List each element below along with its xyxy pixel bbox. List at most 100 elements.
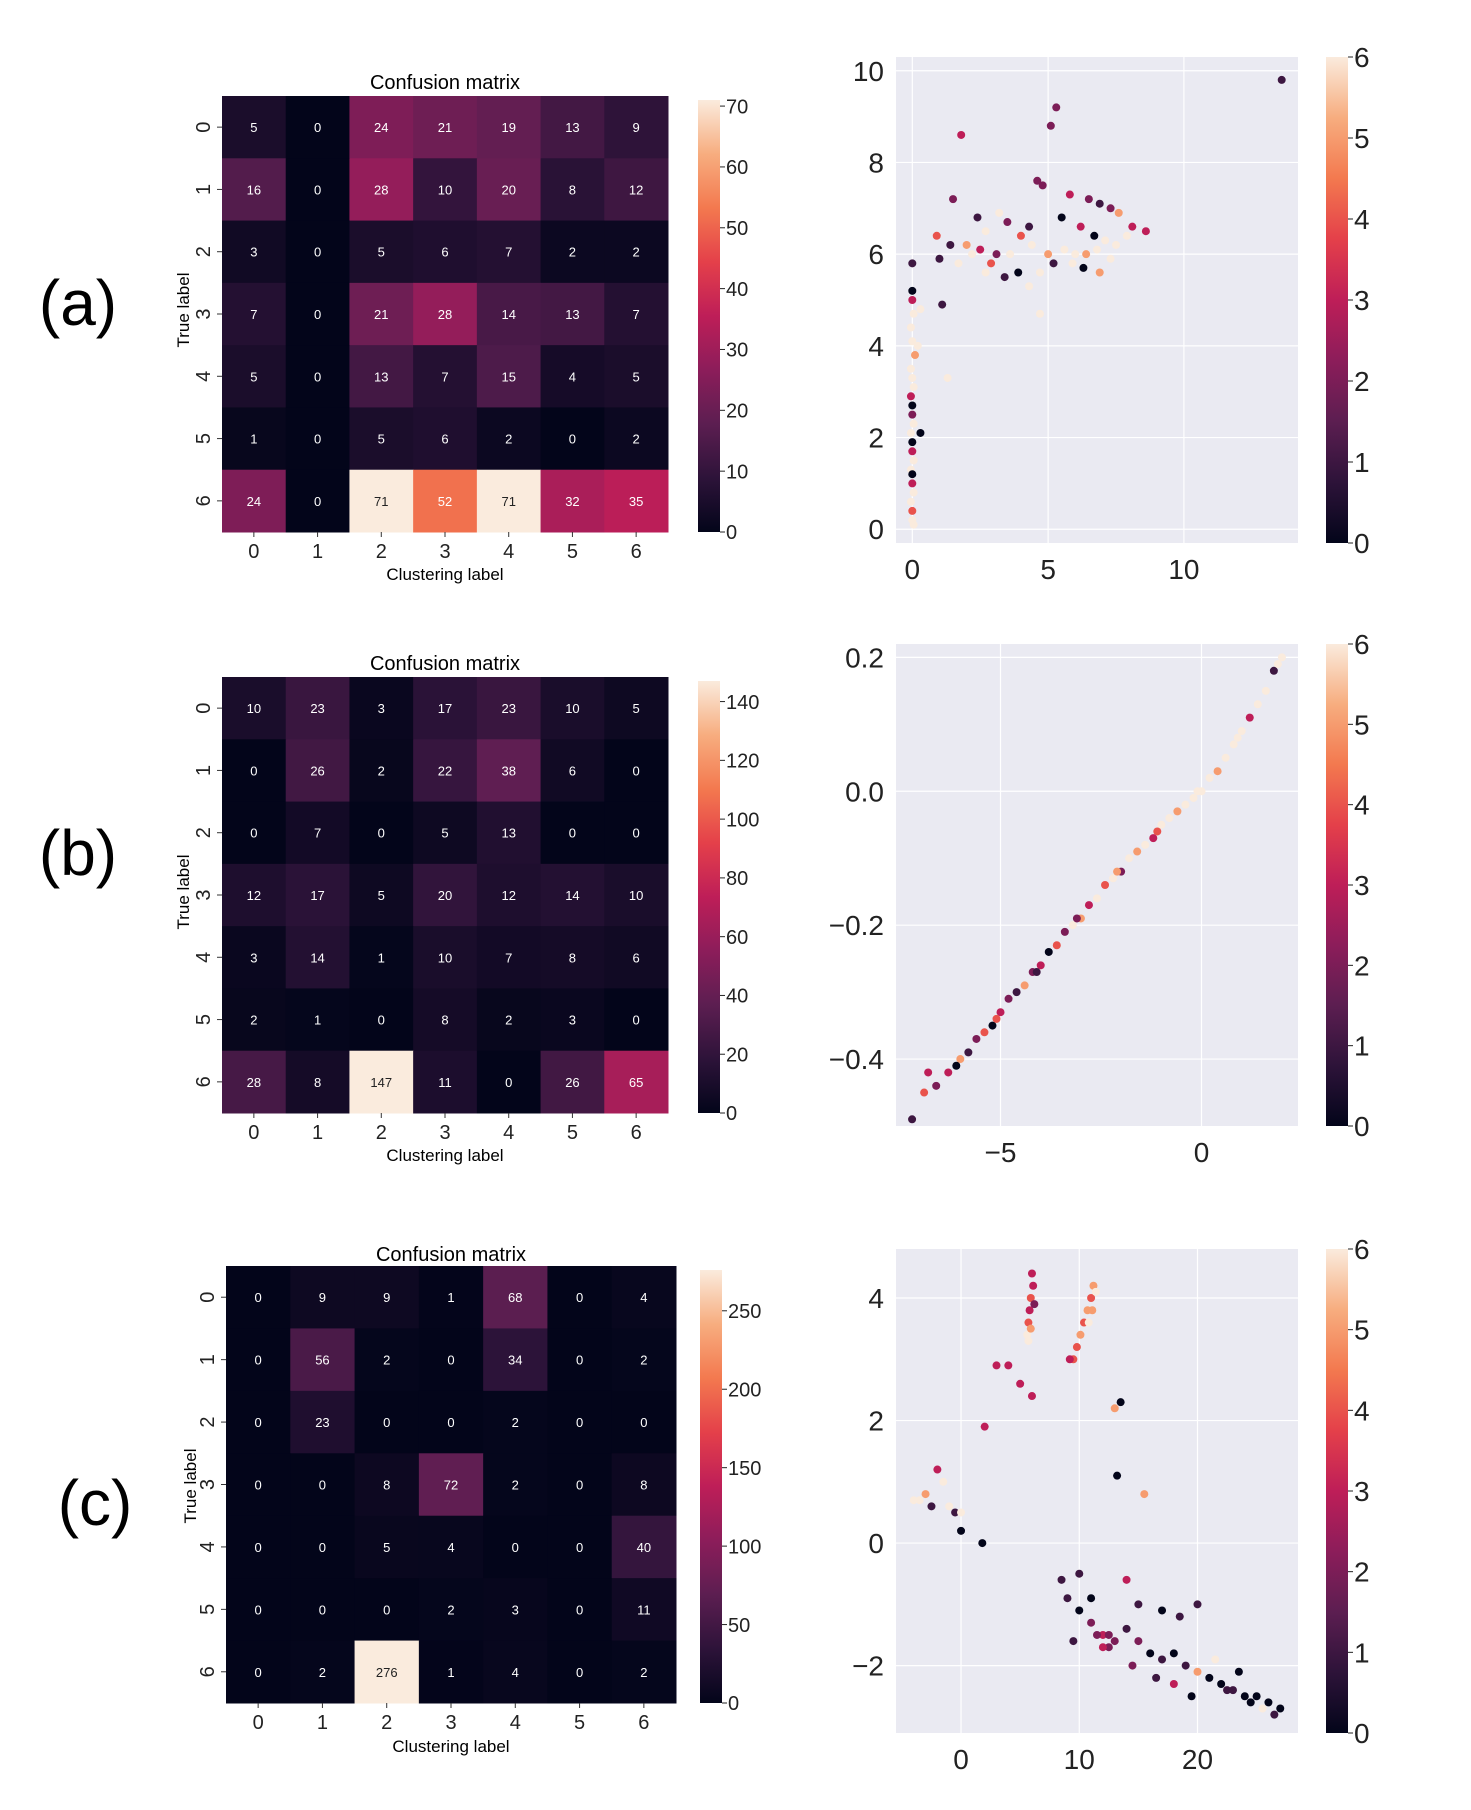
scatter-point [992, 250, 1001, 259]
scatter-point [988, 1021, 997, 1030]
heatmap-cell-value: 0 [255, 1665, 262, 1680]
heatmap-cell-value: 0 [255, 1602, 262, 1617]
heatmap-cell-value: 5 [250, 369, 257, 384]
scatter-point [906, 428, 915, 437]
colorbar-gradient [1326, 644, 1348, 1126]
heatmap-cell-value: 5 [250, 120, 257, 135]
scatter-point [946, 240, 955, 249]
confusion-matrix-heatmap-c: Confusion matrix Clustering label True l… [181, 1244, 677, 1756]
heatmap-cell [483, 1515, 548, 1579]
heatmap-cell [604, 469, 669, 533]
heatmap-y-tick-label: 0 [193, 703, 215, 714]
heatmap-cell-value: 72 [444, 1478, 458, 1493]
heatmap-x-tick-label: 3 [439, 541, 450, 563]
scatter-point [1035, 268, 1044, 277]
heatmap-cell [540, 96, 605, 159]
scatter-point [1082, 250, 1091, 259]
heatmap-cell [483, 1578, 548, 1642]
heatmap-cell [285, 282, 350, 346]
scatter-point [906, 497, 915, 506]
scatter-point [1006, 250, 1015, 259]
scatter-point [1106, 254, 1115, 263]
heatmap-x-tick-label: 5 [567, 541, 578, 563]
scatter-point [1095, 199, 1104, 208]
heatmap-cell [418, 1390, 484, 1454]
scatter-point [956, 1055, 965, 1064]
scatter-point [1223, 1686, 1232, 1695]
heatmap-cell [285, 988, 350, 1052]
heatmap-cell-value: 7 [633, 307, 640, 322]
y-tick-label: −2 [852, 1651, 884, 1682]
scatter-point [1253, 700, 1262, 709]
heatmap-cell-value: 12 [629, 182, 643, 197]
scatter-point [976, 245, 985, 254]
x-tick-label: 0 [953, 1744, 969, 1775]
scatter-point [1149, 834, 1158, 843]
x-tick-label: 5 [1040, 554, 1056, 585]
scatter-point [1036, 961, 1045, 970]
colorbar-tick-label: 40 [726, 279, 748, 301]
heatmap-cell [354, 1640, 420, 1704]
heatmap-cell [226, 1640, 291, 1704]
heatmap-cell [476, 863, 542, 927]
scatter-point [909, 309, 918, 318]
scatter-point [1026, 1294, 1035, 1303]
scatter-point [1246, 1698, 1255, 1707]
heatmap-cell-value: 0 [314, 369, 321, 384]
x-tick-label: 10 [1168, 554, 1199, 585]
heatmap-cell-value: 8 [383, 1478, 390, 1493]
scatter-point [1252, 1692, 1261, 1701]
heatmap-cell-value: 7 [441, 369, 448, 384]
heatmap-x-tick-label: 2 [381, 1712, 392, 1734]
scatter-point [1076, 222, 1085, 231]
scatter-point [1020, 981, 1029, 990]
heatmap-cell-value: 0 [314, 245, 321, 260]
heatmap-cell [354, 1266, 420, 1329]
heatmap-cell-value: 0 [447, 1415, 454, 1430]
heatmap-cell-value: 0 [378, 1013, 385, 1028]
scatter-point [908, 401, 917, 410]
scatter-point [1084, 901, 1093, 910]
scatter-point [1076, 1330, 1085, 1339]
scatter-point [1000, 273, 1009, 282]
heatmap-cell [604, 407, 669, 471]
heatmap-cell-value: 2 [512, 1478, 519, 1493]
heatmap-cell-value: 2 [378, 763, 385, 778]
scatter-point [1181, 800, 1190, 809]
heatmap-cell-value: 7 [505, 950, 512, 965]
heatmap-cell [222, 158, 287, 222]
scatter-point [1024, 1318, 1033, 1327]
heatmap-cell-value: 0 [576, 1415, 583, 1430]
heatmap-y-tick-label: 6 [197, 1666, 219, 1677]
scatter-point [957, 130, 966, 139]
heatmap-cell-value: 12 [501, 888, 515, 903]
heatmap-cell-value: 28 [247, 1075, 261, 1090]
scatter-point [1065, 1355, 1074, 1364]
heatmap-y-tick-label: 0 [197, 1292, 219, 1303]
heatmap-title: Confusion matrix [370, 653, 520, 675]
colorbar-tick-label: 100 [728, 1536, 761, 1558]
heatmap-cell-value: 0 [447, 1353, 454, 1368]
heatmap-cell [476, 926, 542, 989]
scatter-point [1269, 666, 1278, 675]
heatmap-cell-value: 2 [383, 1353, 390, 1368]
colorbar-tick-label: 250 [728, 1301, 761, 1323]
y-tick-label: 4 [868, 331, 884, 362]
scatter-point [935, 254, 944, 263]
scatter-point [995, 208, 1004, 217]
heatmap-cell-value: 1 [314, 1013, 321, 1028]
colorbar-tick-label: 0 [1354, 1111, 1370, 1142]
heatmap-cell [540, 863, 605, 927]
scatter-point [1277, 75, 1286, 84]
heatmap-cell-value: 40 [637, 1540, 651, 1555]
heatmap-y-tick-label: 4 [193, 371, 215, 382]
heatmap-cell-value: 2 [505, 1013, 512, 1028]
heatmap-cell [349, 926, 414, 989]
scatter-point [1173, 807, 1182, 816]
scatter-point [939, 1477, 948, 1486]
heatmap-cell-value: 0 [314, 182, 321, 197]
y-tick-label: 2 [868, 1406, 884, 1437]
heatmap-xlabel: Clustering label [386, 1146, 503, 1165]
heatmap-cell [349, 801, 414, 865]
scatter-plot-c: 0 10 20 −2 0 2 4 [852, 1249, 1298, 1775]
